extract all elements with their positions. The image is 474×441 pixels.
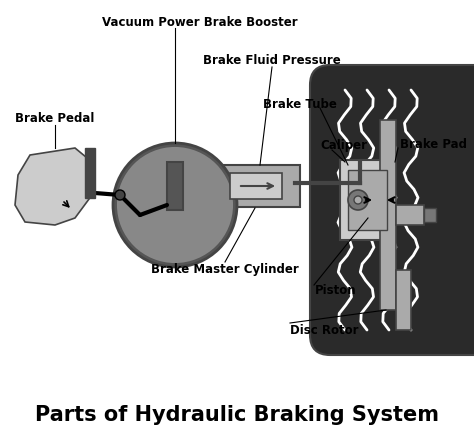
Text: Disc Rotor: Disc Rotor — [290, 324, 358, 336]
Bar — [348, 170, 387, 230]
Text: Caliper: Caliper — [320, 138, 367, 152]
Bar — [167, 162, 183, 210]
Circle shape — [115, 190, 125, 200]
Text: Brake Fluid Pressure: Brake Fluid Pressure — [203, 53, 341, 67]
FancyBboxPatch shape — [310, 65, 474, 355]
Text: Piston: Piston — [315, 284, 356, 296]
FancyBboxPatch shape — [340, 160, 395, 240]
Bar — [424, 208, 436, 222]
Circle shape — [354, 196, 362, 204]
Circle shape — [170, 200, 180, 210]
Bar — [85, 148, 95, 198]
Text: Vacuum Power Brake Booster: Vacuum Power Brake Booster — [102, 15, 298, 29]
Text: Brake Tube: Brake Tube — [263, 98, 337, 112]
Text: Brake Pedal: Brake Pedal — [15, 112, 95, 124]
Bar — [396, 205, 424, 225]
Circle shape — [348, 190, 368, 210]
Circle shape — [113, 143, 237, 267]
Polygon shape — [15, 148, 92, 225]
Bar — [230, 173, 282, 199]
Bar — [220, 165, 300, 207]
Text: Brake Master Cylinder: Brake Master Cylinder — [151, 264, 299, 277]
Text: Brake Pad: Brake Pad — [400, 138, 467, 152]
Circle shape — [118, 148, 232, 262]
Bar — [380, 120, 396, 310]
Bar — [396, 270, 411, 330]
Circle shape — [171, 173, 179, 181]
Text: Parts of Hydraulic Braking System: Parts of Hydraulic Braking System — [35, 405, 439, 425]
